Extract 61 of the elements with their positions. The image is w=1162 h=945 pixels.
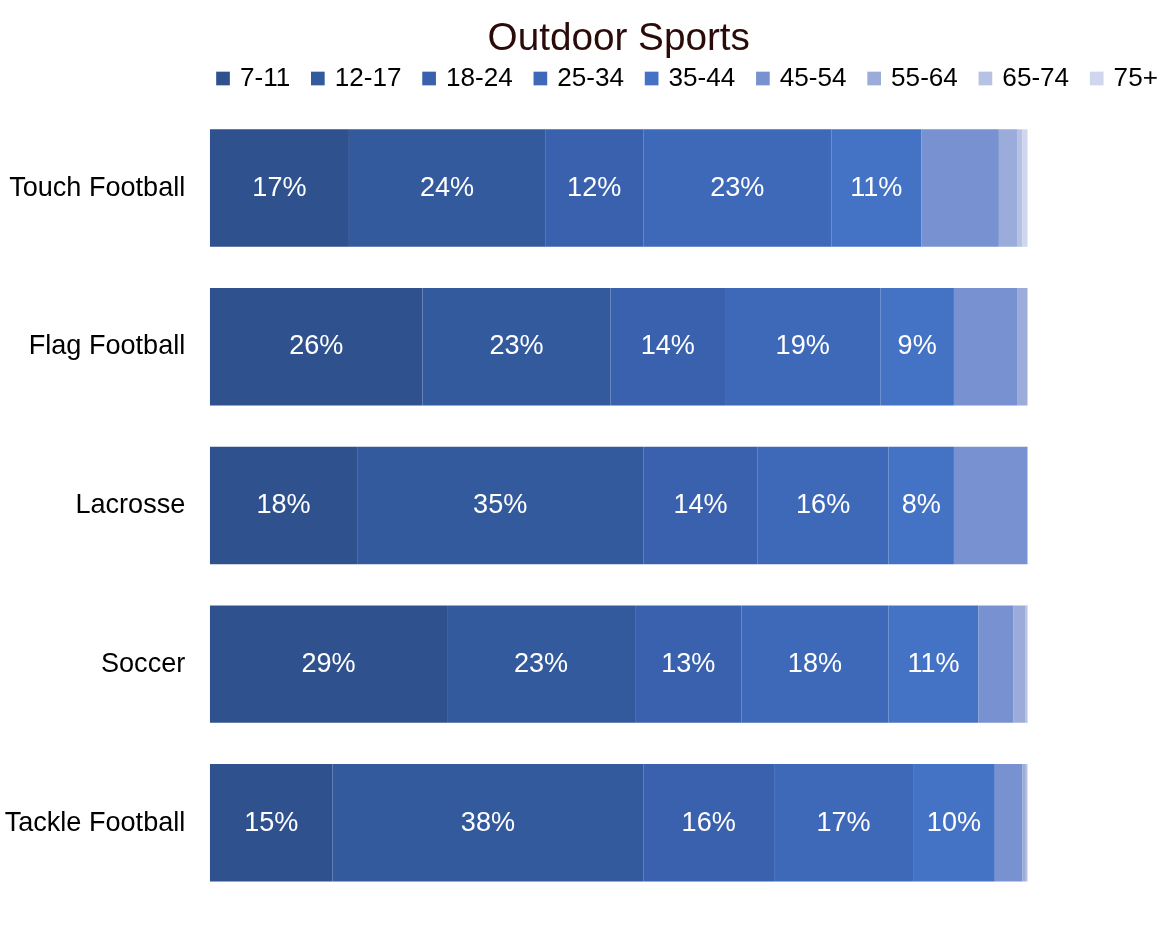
bar (357, 446, 644, 565)
bar (209, 288, 423, 406)
bar (447, 605, 636, 723)
data-label: 10% (926, 805, 982, 837)
bar (994, 764, 1023, 882)
legend-label: 45-54 (779, 62, 847, 93)
bar (332, 764, 644, 882)
bar (209, 764, 333, 882)
bar (1017, 129, 1023, 247)
data-label: 16% (681, 805, 736, 837)
legend-label: 18-24 (446, 62, 513, 93)
data-label: 38% (460, 805, 516, 837)
data-label: 15% (244, 805, 299, 837)
bar (209, 446, 358, 565)
legend-label: 35-44 (668, 62, 736, 93)
data-label: 17% (816, 805, 871, 837)
y-tick-label: Lacrosse (75, 488, 186, 520)
data-label: 17% (252, 170, 307, 202)
bar (348, 129, 546, 247)
data-label: 11% (850, 170, 903, 202)
bar (978, 605, 1014, 723)
bar (921, 129, 999, 247)
legend-label: 65-74 (1002, 62, 1070, 93)
data-label: 19% (775, 329, 830, 361)
y-tick-label: Tackle Football (4, 805, 186, 837)
data-label: 14% (640, 329, 695, 361)
data-label: 12% (567, 170, 622, 202)
bar (209, 129, 349, 247)
legend-label: 7-11 (239, 62, 291, 93)
data-label: 8% (901, 488, 941, 520)
bar (1022, 129, 1028, 247)
data-label: 16% (796, 488, 851, 520)
bar (1017, 288, 1028, 406)
data-label: 18% (256, 488, 311, 520)
y-tick-label: Touch Football (9, 170, 186, 202)
chart-title: Outdoor Sports (487, 14, 750, 58)
bar (209, 605, 448, 723)
bar (998, 129, 1018, 247)
data-label: 23% (489, 329, 544, 361)
bar (1013, 605, 1026, 723)
data-label: 23% (513, 646, 569, 678)
legend-label: 55-64 (891, 62, 958, 93)
data-label: 24% (419, 170, 475, 202)
data-label: 13% (661, 646, 716, 678)
bar (953, 288, 1018, 406)
bar (953, 446, 1028, 565)
data-label: 29% (301, 646, 356, 678)
bar (1025, 605, 1028, 723)
data-label: 35% (473, 488, 528, 520)
data-label: 26% (289, 329, 344, 361)
data-label: 9% (897, 329, 937, 361)
bar (422, 288, 611, 406)
data-label: 23% (710, 170, 765, 202)
data-label: 14% (673, 488, 728, 520)
legend-label: 25-34 (557, 62, 625, 93)
y-tick-label: Flag Football (28, 329, 186, 361)
data-label: 18% (787, 646, 843, 678)
data-label: 11% (907, 646, 960, 678)
legend-label: 12-17 (334, 62, 402, 93)
y-tick-label: Soccer (101, 646, 186, 678)
legend-label: 75+ (1113, 62, 1158, 93)
